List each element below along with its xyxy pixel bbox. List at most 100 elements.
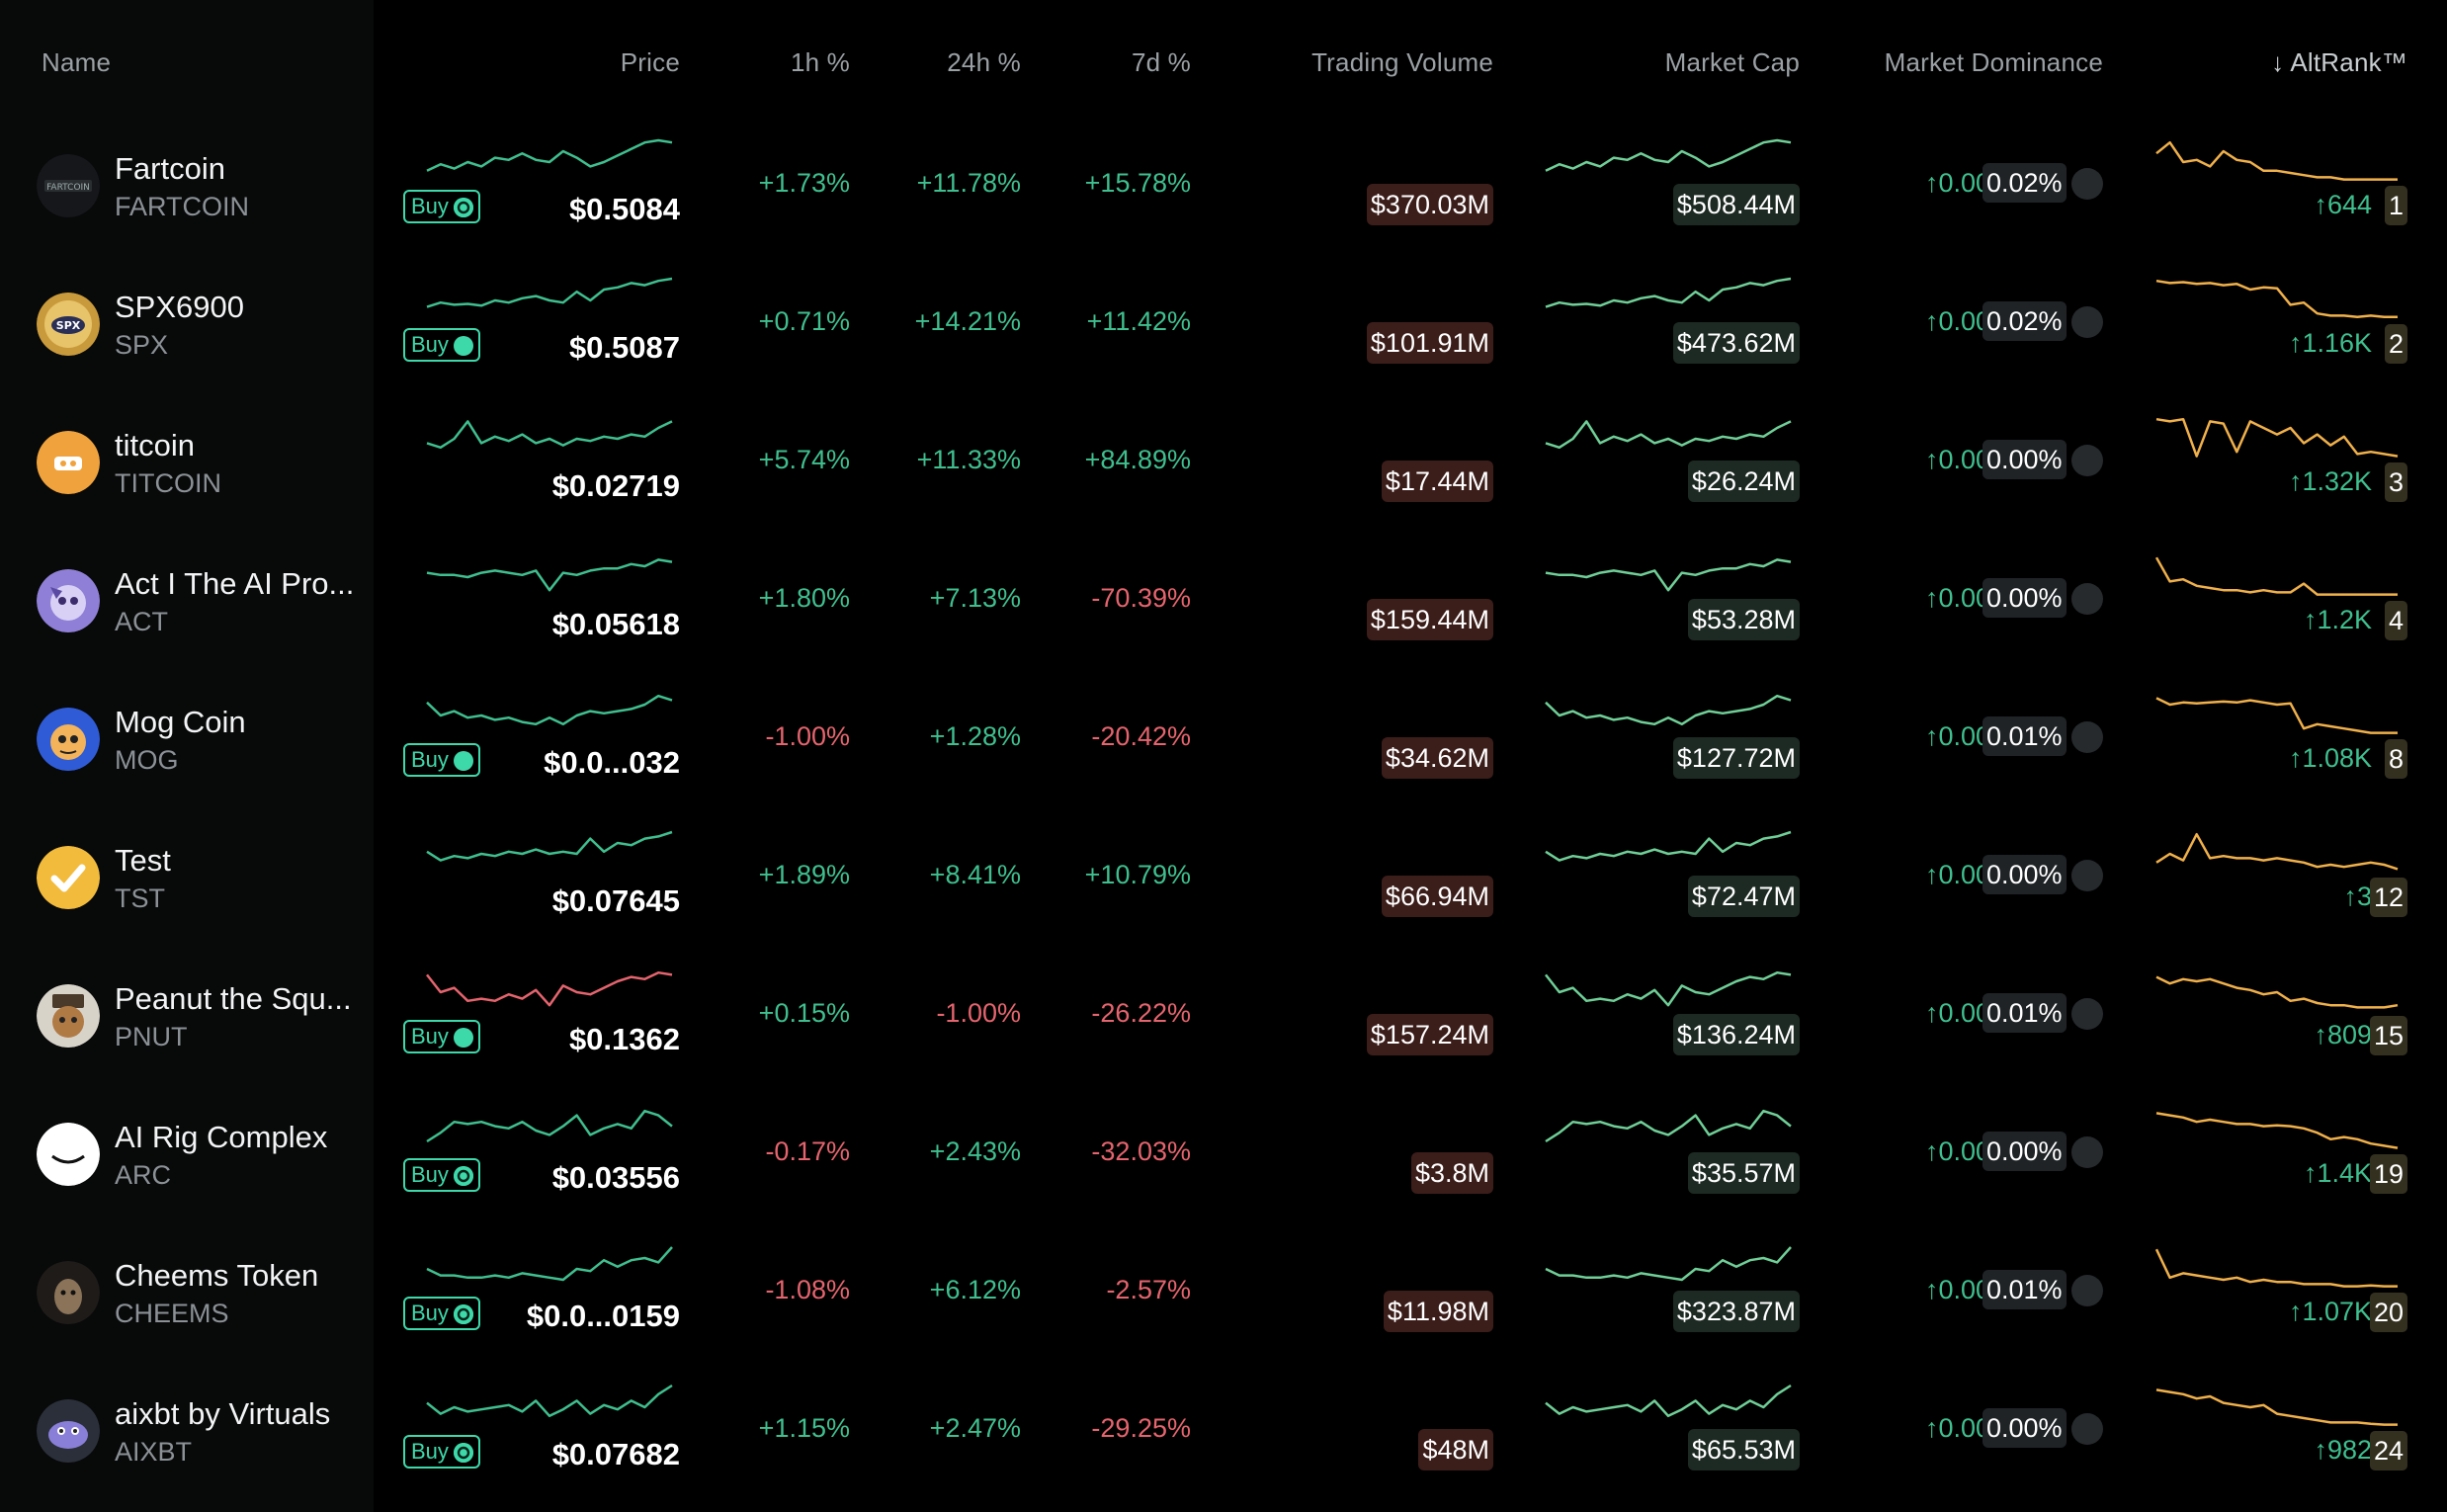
table-row[interactable]: FARTCOIN Fartcoin FARTCOIN Buy $0.5084 +1.73%… [0,119,2447,257]
buy-button[interactable]: Buy [403,743,480,777]
buy-button[interactable]: Buy [403,1435,480,1469]
buy-button[interactable]: Buy [403,1297,480,1330]
buy-label: Buy [411,1162,449,1187]
table-row[interactable]: Act I The AI Pro... ACT $0.05618 +1.80% +7.1… [0,534,2447,672]
coin-name[interactable]: Mog Coin [115,705,246,739]
coin-logo-icon [37,1261,100,1324]
altrank-value: 2 [2384,324,2407,364]
buy-button[interactable]: Buy [403,190,480,223]
table-row[interactable]: Mog Coin MOG Buy $0.0...032 -1.00% +1.28% -20.… [0,672,2447,810]
table-row[interactable]: Peanut the Squ... PNUT Buy $0.1362 +0.15% -1.… [0,949,2447,1087]
market-cap: $508.44M [1672,184,1800,225]
table-row[interactable]: AI Rig Complex ARC Buy $0.03556 -0.17% +2.43%… [0,1087,2447,1225]
market-cap-sparkline-line [1545,420,1792,450]
price-sparkline-line [426,830,673,862]
altrank-change: ↑1.08K [2288,743,2372,773]
coin-name[interactable]: aixbt by Virtuals [115,1396,331,1431]
coin-logo-icon [37,708,100,771]
altrank-sparkline [2154,1248,2398,1288]
header-market-dominance[interactable]: Market Dominance [1884,47,2103,77]
header-price[interactable]: Price [620,47,680,77]
buy-button[interactable]: Buy [403,1158,480,1192]
change-7d: -20.42% [1091,721,1191,751]
market-cap-sparkline [1545,1109,1792,1143]
altrank-change: ↑982 [2314,1435,2372,1465]
altrank-sparkline-line [2155,279,2398,318]
buy-label: Buy [411,194,449,218]
altrank-value: 1 [2384,186,2407,225]
price-sparkline-line [426,277,673,308]
buy-button[interactable]: Buy [403,328,480,362]
price-value: $0.07682 [551,1437,680,1471]
altrank-sparkline-line [2154,556,2398,596]
market-cap-sparkline-line [1545,1384,1792,1418]
price-sparkline [426,694,673,726]
table-row[interactable]: Test TST $0.07645 +1.89% +8.41% +10.79% $66.94… [0,810,2447,949]
trading-volume: $3.8M [1410,1152,1493,1194]
price-value: $0.5084 [568,192,680,226]
price-sparkline [426,1384,673,1418]
altrank-sparkline-line [2155,1388,2398,1426]
market-dominance: 0.01% [1983,716,2067,756]
market-cap-sparkline [1545,830,1792,862]
coin-name[interactable]: Peanut the Squ... [115,981,352,1016]
coin-name[interactable]: SPX6900 [115,290,244,324]
market-cap-sparkline [1545,277,1792,308]
altrank-sparkline-line [2155,1112,2399,1149]
change-1h: +0.15% [758,998,850,1028]
change-24h: +14.21% [914,306,1021,336]
market-cap-sparkline [1545,558,1792,592]
market-cap: $26.24M [1687,461,1800,502]
price-sparkline-line [426,1246,673,1282]
header-24h[interactable]: 24h % [947,47,1021,77]
change-24h: +8.41% [929,860,1021,889]
coin-name[interactable]: Fartcoin [115,151,225,186]
header-market-cap[interactable]: Market Cap [1664,47,1800,77]
coin-name[interactable]: titcoin [115,428,195,462]
dominance-indicator-icon [2071,721,2103,753]
coin-symbol: ARC [115,1160,172,1190]
altrank-value: 3 [2384,462,2407,502]
coin-name[interactable]: AI Rig Complex [115,1120,328,1154]
coin-name[interactable]: Act I The AI Pro... [115,566,352,601]
change-7d: -70.39% [1091,583,1191,613]
table-row[interactable]: Cheems Token CHEEMS Buy $0.0...0159 -1.08% +6… [0,1225,2447,1364]
altrank-sparkline-line [2154,1248,2398,1288]
table-row[interactable]: SPX SPX6900 SPX Buy $0.5087 +0.71% +14.21% +11.… [0,257,2447,395]
change-1h: +1.89% [758,860,850,889]
table-row[interactable]: aixbt by Virtuals AIXBT Buy $0.07682 +1.15% +… [0,1364,2447,1502]
trading-volume: $66.94M [1381,876,1493,917]
change-7d: -26.22% [1091,998,1191,1028]
coin-symbol: TITCOIN [115,468,221,498]
coin-symbol: ACT [115,607,168,636]
market-cap-sparkline-line [1545,694,1792,726]
trading-volume: $11.98M [1383,1291,1493,1332]
altrank-change: ↑3 [2343,882,2372,911]
market-cap: $323.87M [1672,1291,1800,1332]
altrank-sparkline [2155,417,2399,458]
market-dominance: 0.00% [1983,578,2067,618]
change-7d: -2.57% [1106,1275,1191,1304]
header-7d[interactable]: 7d % [1131,47,1191,77]
header-trading-volume[interactable]: Trading Volume [1311,47,1493,77]
table-row[interactable]: titcoin TITCOIN $0.02719 +5.74% +11.33% +84.8… [0,395,2447,534]
coin-name[interactable]: Test [115,843,171,878]
coin-logo-icon [37,569,100,632]
altrank-sparkline [2154,556,2398,596]
change-24h: -1.00% [936,998,1021,1028]
altrank-change: ↑644 [2314,190,2372,219]
altrank-value: 4 [2384,601,2407,640]
buy-button[interactable]: Buy [403,1020,480,1053]
dominance-indicator-icon [2071,583,2103,615]
price-sparkline-line [426,694,673,726]
coin-name[interactable]: Cheems Token [115,1258,319,1293]
altrank-sparkline [2155,1112,2399,1149]
circle-logo-icon [454,198,473,217]
header-name[interactable]: Name [42,47,112,77]
header-altrank[interactable]: ↓ AltRank™ [2271,47,2407,77]
market-cap-sparkline [1545,138,1792,172]
change-1h: -0.17% [765,1136,850,1166]
circle-logo-icon [454,1443,473,1463]
header-1h[interactable]: 1h % [790,47,850,77]
market-cap-sparkline [1545,1246,1792,1282]
